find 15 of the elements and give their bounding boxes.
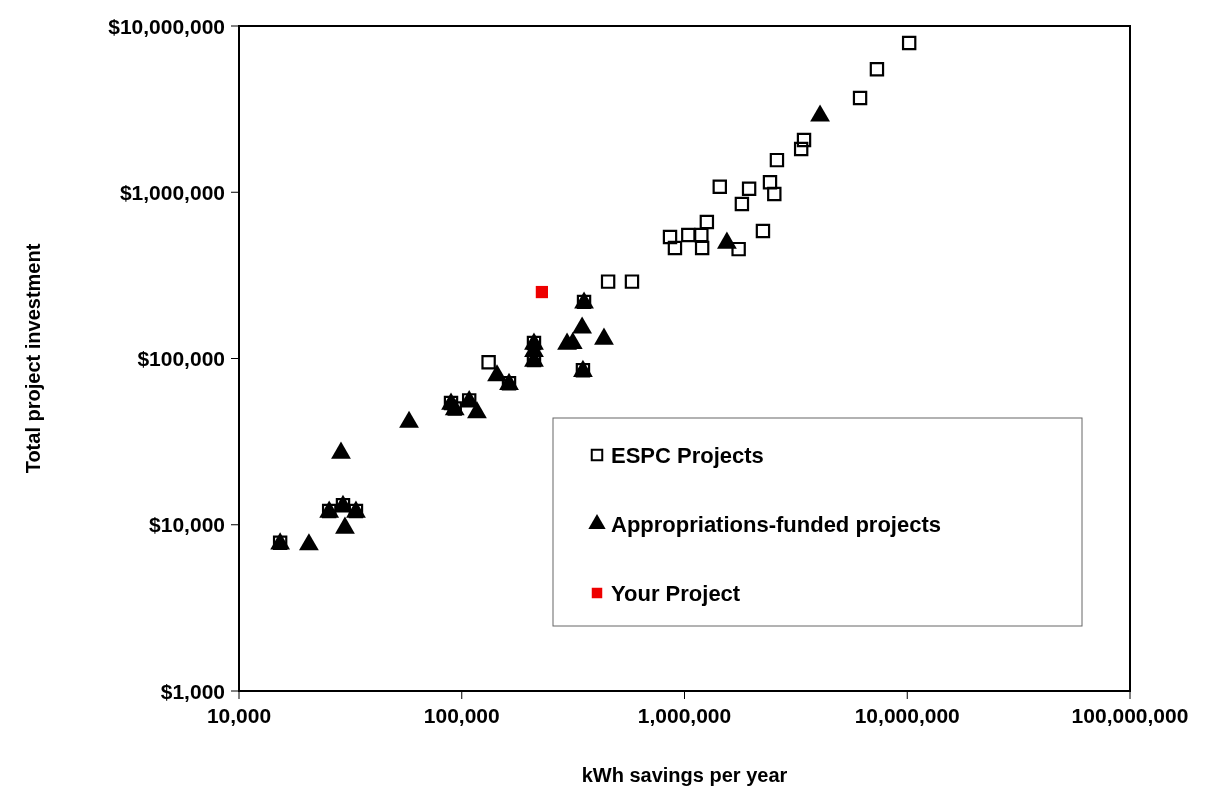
y-tick-label: $1,000 [160,679,225,703]
y-tick-label: $100,000 [137,347,225,371]
x-tick-label: 100,000 [423,704,500,727]
x-tick-label: 10,000 [206,704,272,727]
x-tick-label: 10,000,000 [854,704,960,727]
y-tick-label: $10,000,000 [108,14,225,38]
y-tick-label: $10,000 [149,513,225,537]
legend-label: Appropriations-funded projects [611,511,941,537]
legend-label: ESPC Projects [611,442,764,468]
legend-label: Your Project [611,580,741,606]
y-axis-title: Total project investment [22,243,44,474]
x-tick-label: 100,000,000 [1071,704,1189,727]
x-tick-label: 1,000,000 [637,704,732,727]
y-tick-label: $1,000,000 [119,180,225,204]
x-axis-title: kWh savings per year [581,764,788,786]
